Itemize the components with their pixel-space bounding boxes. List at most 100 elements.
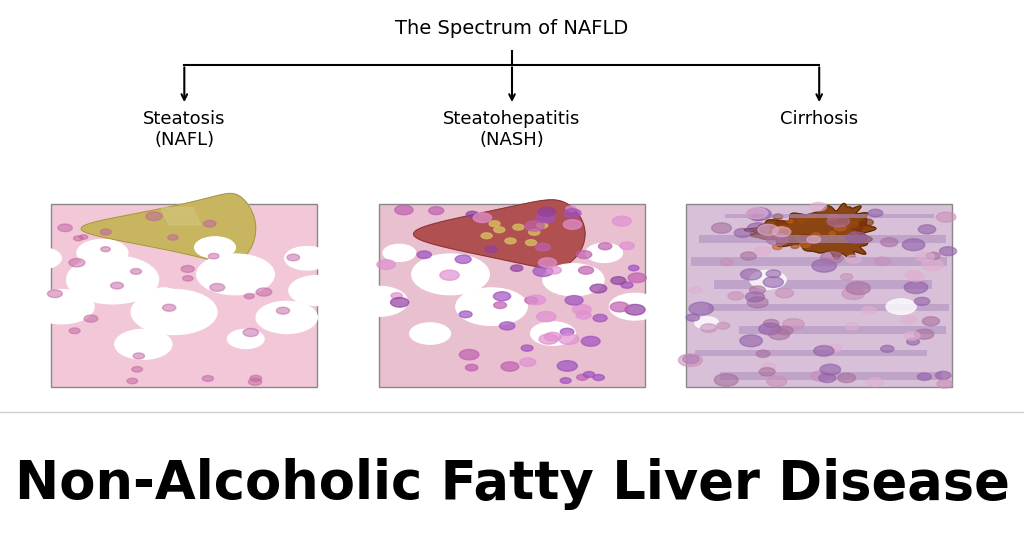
Circle shape: [828, 344, 842, 352]
Circle shape: [285, 246, 330, 270]
Circle shape: [485, 246, 498, 253]
Circle shape: [539, 258, 557, 267]
Circle shape: [612, 216, 631, 226]
Circle shape: [841, 274, 853, 280]
Circle shape: [625, 305, 645, 315]
Circle shape: [835, 224, 846, 231]
Circle shape: [720, 259, 733, 266]
Circle shape: [598, 243, 612, 250]
Circle shape: [390, 298, 409, 307]
Circle shape: [289, 275, 346, 306]
Circle shape: [856, 231, 862, 234]
Circle shape: [790, 240, 798, 244]
Circle shape: [846, 282, 870, 294]
Circle shape: [168, 235, 178, 240]
Circle shape: [859, 222, 867, 226]
Circle shape: [609, 293, 660, 320]
Circle shape: [923, 317, 940, 325]
Circle shape: [860, 219, 873, 225]
Circle shape: [521, 345, 532, 351]
Circle shape: [852, 225, 863, 231]
Circle shape: [686, 314, 699, 321]
Circle shape: [759, 367, 775, 376]
Circle shape: [610, 302, 629, 312]
Circle shape: [513, 224, 524, 230]
Circle shape: [47, 290, 62, 298]
Circle shape: [715, 374, 738, 386]
Circle shape: [810, 371, 829, 381]
Circle shape: [748, 223, 770, 235]
Circle shape: [919, 225, 936, 234]
Circle shape: [209, 253, 219, 259]
Circle shape: [827, 215, 839, 220]
Circle shape: [460, 350, 479, 360]
Circle shape: [905, 271, 922, 279]
Circle shape: [133, 353, 144, 359]
Circle shape: [560, 378, 571, 384]
Circle shape: [524, 297, 538, 304]
Circle shape: [829, 231, 836, 235]
Bar: [739, 327, 946, 334]
Circle shape: [111, 282, 124, 289]
Circle shape: [906, 338, 920, 345]
Circle shape: [559, 334, 579, 344]
Circle shape: [756, 350, 770, 357]
Circle shape: [20, 247, 61, 269]
Circle shape: [734, 229, 751, 237]
Circle shape: [689, 302, 714, 315]
Circle shape: [762, 363, 776, 371]
Circle shape: [940, 247, 956, 256]
Circle shape: [501, 362, 519, 371]
Circle shape: [182, 275, 193, 281]
Circle shape: [846, 232, 867, 243]
Circle shape: [494, 302, 507, 308]
Circle shape: [256, 301, 317, 334]
Circle shape: [525, 221, 544, 231]
Circle shape: [689, 287, 702, 294]
Circle shape: [874, 257, 891, 266]
Circle shape: [798, 218, 806, 223]
Circle shape: [907, 272, 925, 281]
Circle shape: [132, 366, 142, 372]
Circle shape: [700, 324, 717, 332]
Circle shape: [566, 206, 577, 211]
Circle shape: [565, 295, 583, 305]
Circle shape: [534, 266, 553, 277]
Circle shape: [536, 243, 550, 251]
Circle shape: [901, 316, 916, 324]
Circle shape: [791, 244, 799, 249]
Polygon shape: [81, 194, 256, 264]
Circle shape: [244, 294, 254, 299]
Circle shape: [842, 288, 864, 300]
Circle shape: [481, 233, 493, 239]
Circle shape: [545, 332, 561, 341]
Circle shape: [820, 364, 841, 375]
Circle shape: [417, 251, 431, 259]
Circle shape: [758, 224, 778, 235]
Circle shape: [148, 288, 179, 304]
Circle shape: [914, 298, 930, 306]
Circle shape: [256, 288, 271, 296]
Circle shape: [777, 226, 784, 230]
Circle shape: [819, 373, 836, 383]
Circle shape: [712, 223, 731, 233]
Circle shape: [683, 355, 699, 364]
Circle shape: [579, 266, 594, 274]
Circle shape: [127, 378, 137, 384]
Circle shape: [547, 266, 561, 274]
Circle shape: [620, 242, 634, 250]
Circle shape: [115, 329, 172, 359]
Circle shape: [937, 380, 952, 388]
Circle shape: [586, 243, 623, 263]
Circle shape: [146, 212, 162, 221]
Circle shape: [465, 364, 478, 371]
Circle shape: [750, 286, 765, 294]
Circle shape: [776, 326, 794, 335]
Bar: [708, 304, 948, 311]
Circle shape: [473, 213, 492, 223]
Circle shape: [593, 374, 604, 380]
Circle shape: [914, 329, 934, 339]
Text: Steatosis
(NAFL): Steatosis (NAFL): [143, 110, 225, 149]
Circle shape: [557, 360, 578, 371]
Circle shape: [763, 277, 783, 287]
